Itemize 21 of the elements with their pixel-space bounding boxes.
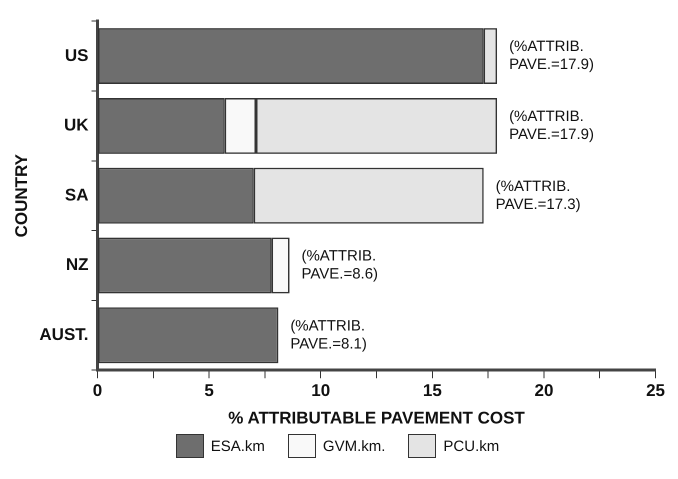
legend-label: GVM.km. [322, 438, 386, 454]
x-axis-title: % ATTRIBUTABLE PAVEMENT COST [228, 408, 526, 428]
y-tick-label: US [64, 46, 89, 65]
y-tick-label: SA [64, 185, 89, 204]
total-label: (%ATTRIB. PAVE.=8.1) [290, 317, 367, 352]
x-tick-label: 5 [204, 381, 214, 400]
x-tick-label: 25 [646, 381, 666, 400]
total-label: (%ATTRIB. PAVE.=17.9) [509, 108, 594, 144]
x-tick-label: 0 [92, 381, 102, 400]
y-axis-title: COUNTRY [12, 153, 31, 238]
total-label: (%ATTRIB. PAVE.=8.6) [301, 248, 378, 283]
legend-label: PCU.km [443, 438, 500, 454]
legend-label: ESA.km [210, 438, 265, 454]
y-tick-label: NZ [66, 255, 89, 274]
y-tick-label: AUST. [39, 324, 89, 344]
y-tick-label: UK [64, 116, 90, 135]
total-label: (%ATTRIB. PAVE.=17.3) [496, 178, 581, 213]
x-tick-label: 10 [311, 381, 330, 400]
x-tick-label: 15 [422, 381, 442, 400]
total-label: (%ATTRIB. PAVE.=17.9) [509, 38, 594, 74]
x-tick-label: 20 [534, 381, 554, 400]
